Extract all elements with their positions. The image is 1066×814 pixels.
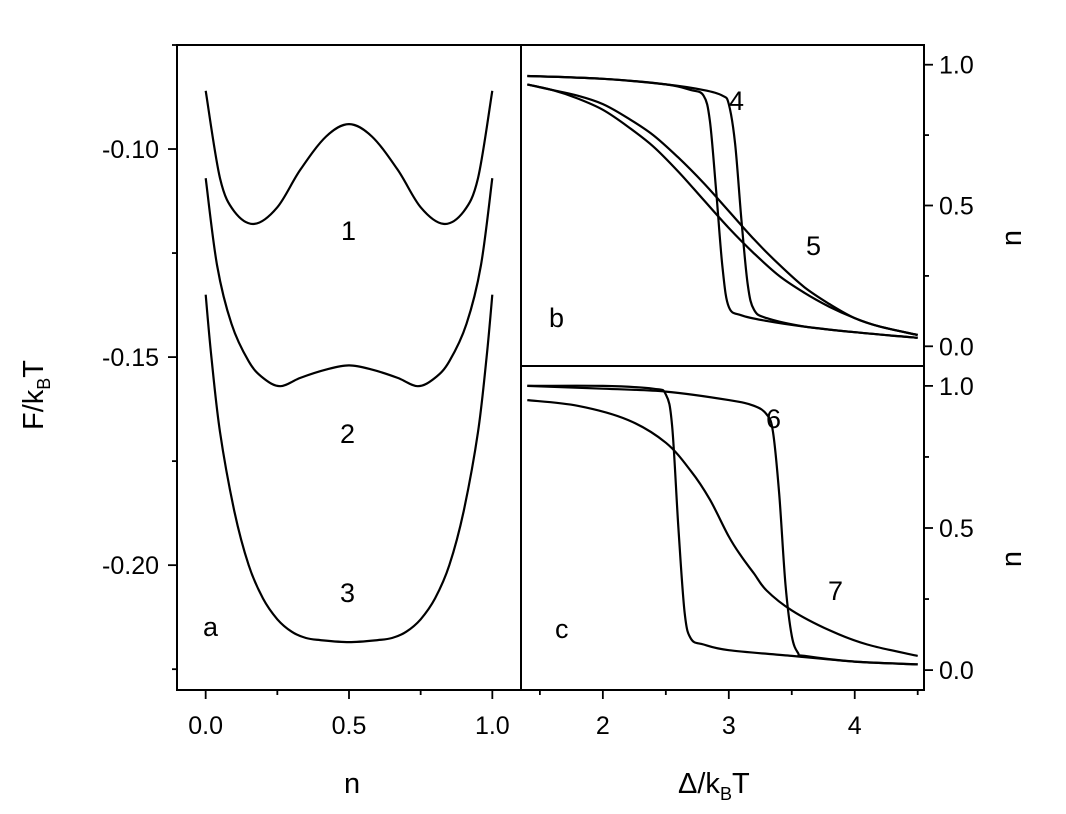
curve-a-1 — [204, 90, 494, 226]
curve-a-2 — [204, 178, 494, 388]
curve-b-3 — [527, 83, 918, 337]
y-tick-label-b: 0.0 — [939, 333, 974, 361]
curve-a-3 — [204, 294, 494, 644]
curve-label-3: 3 — [340, 578, 355, 608]
curve-label-1: 1 — [341, 216, 356, 246]
curve-c-1 — [527, 384, 918, 666]
curve-c-2 — [527, 384, 918, 666]
panel-c-label: c — [555, 614, 569, 644]
y-tick-label-b: 1.0 — [939, 52, 974, 80]
y-tick-label-b: 0.5 — [939, 193, 974, 221]
x-axis-label-c-subscript: B — [720, 784, 732, 804]
x-axis-label-a: n — [344, 768, 360, 800]
x-tick-label-a: 0.5 — [332, 712, 367, 740]
x-tick-label-c: 3 — [722, 712, 736, 740]
panel-a-label: a — [203, 612, 219, 642]
curve-label-2: 2 — [340, 419, 355, 449]
curve-b-4 — [527, 83, 918, 337]
y-tick-label-c: 0.5 — [939, 515, 974, 543]
y-tick-label-a: -0.15 — [102, 344, 159, 372]
y-tick-label-a: -0.20 — [102, 552, 159, 580]
panel-b-label: b — [549, 303, 564, 333]
x-tick-label-c: 2 — [596, 712, 610, 740]
y-axis-label-a-subscript: B — [34, 378, 54, 390]
x-tick-label-c: 4 — [848, 712, 862, 740]
y-tick-label-c: 0.0 — [939, 657, 974, 685]
x-axis-label-c: Δ/kBT — [678, 768, 750, 804]
x-tick-label-a: 1.0 — [475, 712, 510, 740]
x-tick-label-a: 0.0 — [188, 712, 223, 740]
y-axis-label-c: u — [999, 551, 1031, 567]
curve-b-2 — [527, 74, 918, 339]
curve-b-1 — [527, 74, 918, 339]
y-tick-label-a: -0.10 — [102, 136, 159, 164]
y-tick-label-c: 1.0 — [939, 373, 974, 401]
curve-c-3 — [527, 399, 918, 657]
y-axis-label-a: F/kBT — [18, 360, 54, 430]
curve-label-4: 4 — [729, 86, 744, 116]
curve-label-7: 7 — [828, 576, 843, 606]
panel-c-frame — [520, 365, 925, 691]
curve-label-6: 6 — [766, 404, 781, 434]
curve-label-5: 5 — [806, 231, 821, 261]
y-axis-label-b: u — [999, 230, 1031, 246]
